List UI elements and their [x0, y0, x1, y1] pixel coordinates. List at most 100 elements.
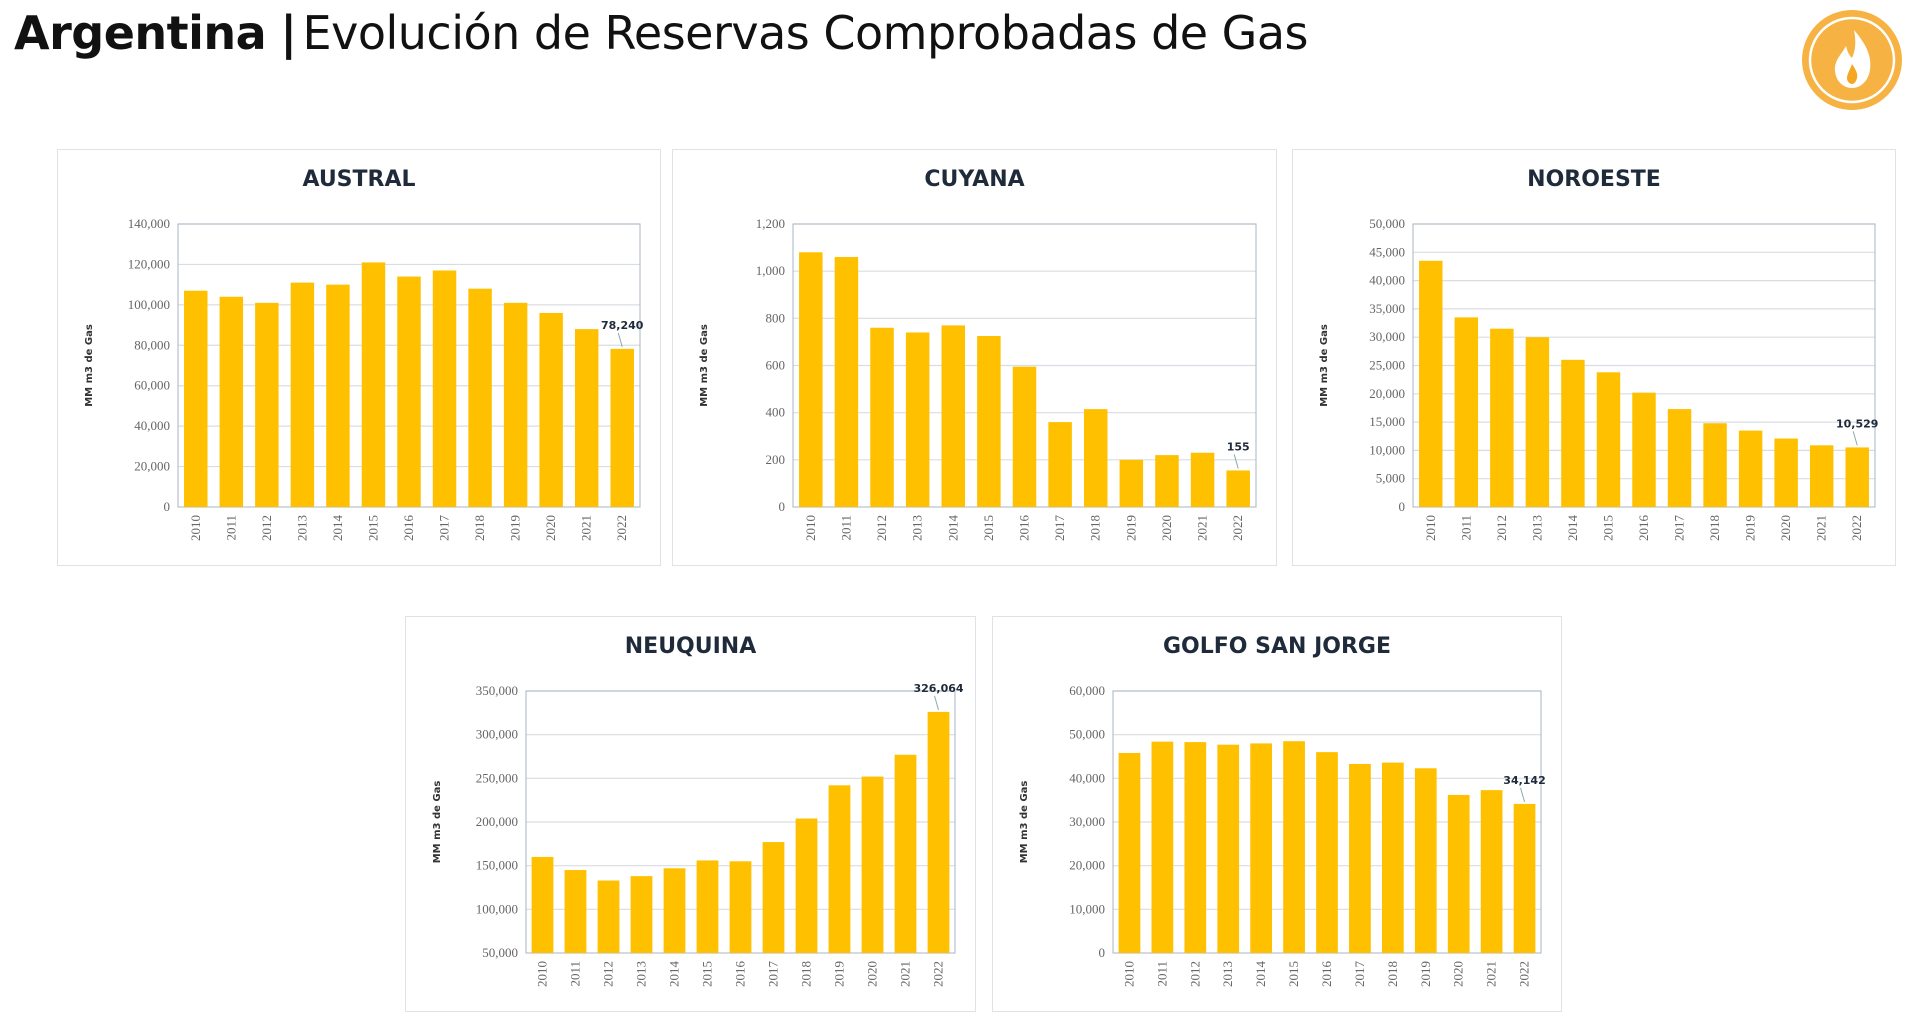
- x-tick-label: 2016: [401, 515, 416, 542]
- bar-2014: [941, 325, 966, 507]
- bar-2017: [762, 842, 785, 953]
- x-tick-label: 2011: [838, 515, 853, 541]
- x-tick-label: 2016: [1017, 515, 1032, 542]
- x-tick-label: 2015: [700, 961, 715, 987]
- x-tick-label: 2011: [1458, 515, 1473, 541]
- bar-2016: [729, 861, 752, 953]
- bar-2021: [574, 329, 599, 507]
- chart-title: NOROESTE: [1527, 167, 1661, 192]
- x-tick-label: 2013: [294, 515, 309, 541]
- x-tick-label: 2015: [1286, 961, 1301, 987]
- chart-title: CUYANA: [924, 167, 1024, 192]
- x-tick-label: 2022: [931, 961, 946, 987]
- x-tick-label: 2020: [1778, 515, 1793, 541]
- x-tick-label: 2017: [437, 515, 452, 542]
- bar-2017: [432, 270, 457, 507]
- x-tick-label: 2022: [1517, 961, 1532, 987]
- bar-2015: [977, 336, 1001, 507]
- y-tick-label: 0: [164, 499, 171, 514]
- x-tick-label: 2021: [898, 961, 913, 987]
- bar-2013: [290, 282, 315, 507]
- bar-2010: [531, 856, 554, 953]
- x-tick-label: 2020: [1159, 515, 1174, 541]
- bar-2019: [1738, 430, 1763, 507]
- x-tick-label: 2016: [1319, 961, 1334, 988]
- x-tick-label: 2012: [259, 515, 274, 541]
- data-label: 10,529: [1836, 417, 1878, 430]
- bar-2021: [1809, 445, 1834, 507]
- y-tick-label: 100,000: [128, 297, 170, 312]
- bar-2019: [1414, 768, 1437, 953]
- y-tick-label: 100,000: [476, 901, 518, 916]
- bar-2012: [255, 302, 279, 507]
- bar-2011: [564, 870, 587, 953]
- y-tick-label: 20,000: [1069, 858, 1105, 873]
- y-axis-label: MM m3 de Gas: [1019, 781, 1030, 864]
- bar-2018: [1703, 423, 1727, 507]
- x-tick-label: 2017: [766, 961, 781, 988]
- x-tick-label: 2013: [634, 961, 649, 987]
- bar-2016: [1632, 392, 1656, 507]
- x-tick-label: 2018: [472, 515, 487, 541]
- bar-2011: [1454, 317, 1479, 507]
- annotation-leader: [1520, 787, 1526, 803]
- chart-title: NEUQUINA: [625, 634, 757, 659]
- bar-2010: [1419, 260, 1443, 507]
- bar-2018: [795, 818, 818, 953]
- x-tick-label: 2013: [910, 515, 925, 541]
- y-tick-label: 1,000: [756, 263, 785, 278]
- y-tick-label: 60,000: [1069, 683, 1105, 698]
- y-tick-label: 140,000: [128, 216, 170, 231]
- bar-2022: [1845, 447, 1869, 507]
- y-tick-label: 0: [1099, 945, 1106, 960]
- x-tick-label: 2014: [1565, 515, 1580, 542]
- x-tick-label: 2019: [1418, 961, 1433, 987]
- y-axis-label: MM m3 de Gas: [432, 781, 443, 864]
- bar-2020: [861, 776, 884, 953]
- x-tick-label: 2022: [614, 515, 629, 541]
- bar-2019: [1119, 459, 1144, 507]
- x-tick-label: 2022: [1230, 515, 1245, 541]
- y-tick-label: 60,000: [134, 378, 170, 393]
- bar-2011: [834, 257, 859, 507]
- page-title: Argentina | Evolución de Reservas Comproba…: [14, 6, 1309, 60]
- x-tick-label: 2021: [1484, 961, 1499, 987]
- y-tick-label: 20,000: [1369, 386, 1405, 401]
- annotation-leader: [1852, 431, 1858, 446]
- x-tick-label: 2017: [1352, 961, 1367, 988]
- x-tick-label: 2018: [1707, 515, 1722, 541]
- bar-2022: [1226, 470, 1250, 507]
- bar-2022: [1513, 803, 1536, 953]
- y-tick-label: 20,000: [134, 459, 170, 474]
- y-tick-label: 40,000: [1369, 273, 1405, 288]
- y-tick-label: 0: [779, 499, 786, 514]
- title-country: Argentina: [14, 6, 267, 60]
- title-subtitle: Evolución de Reservas Comprobadas de Gas: [302, 6, 1309, 60]
- annotation-leader: [934, 695, 939, 711]
- y-tick-label: 0: [1399, 499, 1406, 514]
- chart-svg: NEUQUINA 50,000 100,000 150,000 200,000 250,0…: [432, 634, 964, 988]
- y-tick-label: 5,000: [1376, 471, 1405, 486]
- bar-2010: [184, 290, 208, 507]
- bar-2020: [1774, 438, 1798, 507]
- chart-cuyana: CUYANA 0 200 400 600 800 1,000 1,200 MM m3 de Ga…: [672, 149, 1277, 566]
- y-tick-label: 10,000: [1369, 442, 1405, 457]
- x-tick-label: 2011: [1154, 961, 1169, 987]
- chart-golfo-san-jorge: GOLFO SAN JORGE 0 10,000 20,000 30,000 40,000…: [992, 616, 1562, 1012]
- x-tick-label: 2011: [568, 961, 583, 987]
- bar-2017: [1349, 763, 1371, 953]
- x-tick-label: 2021: [1814, 515, 1829, 541]
- x-tick-label: 2016: [733, 961, 748, 988]
- y-axis-label: MM m3 de Gas: [84, 324, 95, 407]
- chart-neuquina: NEUQUINA 50,000 100,000 150,000 200,000 250,0…: [405, 616, 976, 1012]
- gas-flame-icon: [1800, 8, 1904, 112]
- data-label: 78,240: [601, 319, 644, 332]
- bar-2015: [1596, 372, 1621, 507]
- x-tick-label: 2014: [945, 515, 960, 542]
- bar-2021: [894, 754, 917, 953]
- y-tick-label: 50,000: [482, 945, 518, 960]
- bar-2013: [1217, 744, 1240, 953]
- x-tick-label: 2021: [1195, 515, 1210, 541]
- x-tick-label: 2020: [1451, 961, 1466, 987]
- bar-2013: [1525, 337, 1550, 507]
